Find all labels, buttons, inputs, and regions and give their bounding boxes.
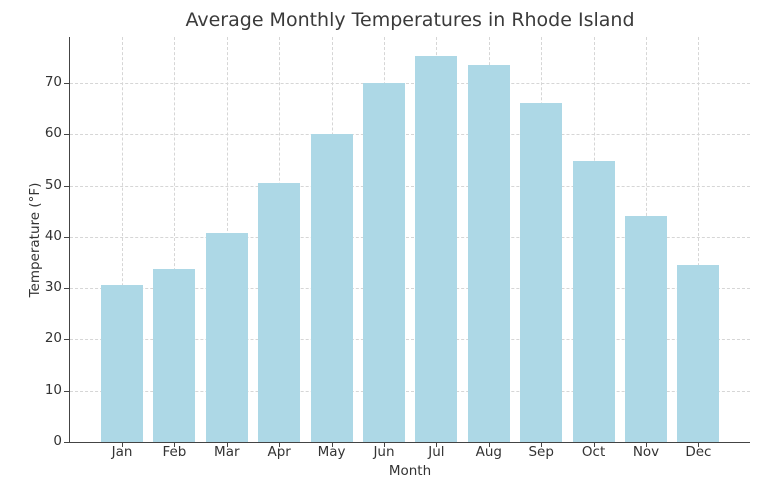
y-tick-mark: [64, 83, 69, 85]
h-gridline: [70, 390, 750, 392]
bar-feb: [153, 269, 196, 442]
v-gridline: [174, 37, 176, 442]
y-tick-mark: [64, 339, 69, 341]
y-tick-mark: [64, 236, 69, 238]
bar-nov: [625, 216, 667, 442]
x-tick-mark: [384, 442, 385, 447]
x-tick-label: Jun: [373, 444, 395, 460]
h-gridline: [70, 339, 750, 341]
h-gridline: [70, 134, 750, 136]
x-tick-mark: [593, 442, 595, 447]
y-tick-label: 20: [44, 330, 62, 347]
y-tick-label: 60: [44, 125, 62, 142]
x-tick-label: Nov: [632, 444, 660, 460]
v-gridline: [122, 37, 123, 442]
x-tick-label: Dec: [685, 444, 712, 460]
bar-aug: [467, 65, 510, 442]
x-tick-mark: [122, 442, 123, 447]
y-axis-line: [69, 37, 71, 443]
bar-may: [310, 134, 353, 442]
y-axis-label: Temperature (°F): [27, 182, 43, 298]
x-tick-label: Jan: [111, 444, 133, 460]
h-gridline: [70, 236, 750, 238]
bar-apr: [258, 183, 301, 442]
x-tick-mark: [174, 442, 176, 447]
bar-mar: [205, 232, 248, 442]
y-tick-label: 70: [44, 74, 62, 91]
x-tick-mark: [698, 442, 700, 447]
x-tick-label: Oct: [581, 444, 606, 460]
plot-area: [70, 37, 750, 442]
x-tick-label: Apr: [267, 444, 291, 460]
x-tick-label: Sep: [528, 444, 554, 460]
bar-jul: [415, 56, 458, 442]
y-tick-mark: [64, 185, 69, 187]
x-tick-mark: [226, 442, 228, 447]
x-tick-mark: [541, 442, 543, 447]
x-axis-label: Month: [388, 463, 432, 479]
x-tick-label: Feb: [162, 444, 187, 460]
x-tick-label: Jul: [428, 444, 445, 460]
x-tick-label: May: [317, 444, 346, 460]
y-tick-label: 50: [44, 176, 62, 193]
bar-dec: [677, 264, 720, 442]
v-gridline: [698, 37, 700, 442]
y-tick-label: 40: [44, 227, 62, 244]
x-tick-mark: [646, 442, 647, 447]
y-tick-label: 0: [53, 433, 62, 449]
x-tick-label: Aug: [475, 444, 502, 460]
y-tick-label: 30: [44, 279, 62, 296]
bar-jun: [363, 83, 405, 442]
chart-title: Average Monthly Temperatures in Rhode Is…: [185, 9, 635, 31]
y-tick-mark: [64, 442, 69, 443]
x-tick-mark: [331, 442, 333, 447]
x-axis-line: [69, 441, 750, 443]
y-tick-mark: [64, 288, 69, 290]
x-tick-label: Mar: [214, 444, 240, 460]
bar-oct: [572, 160, 615, 442]
bar-sep: [520, 102, 563, 442]
bar-jan: [101, 285, 143, 442]
x-tick-mark: [279, 442, 281, 447]
y-tick-mark: [64, 134, 69, 136]
h-gridline: [70, 288, 750, 290]
x-tick-mark: [436, 442, 438, 447]
h-gridline: [70, 83, 750, 85]
x-tick-mark: [488, 442, 490, 447]
h-gridline: [70, 185, 750, 187]
y-tick-mark: [64, 390, 69, 392]
y-tick-label: 10: [44, 381, 62, 398]
